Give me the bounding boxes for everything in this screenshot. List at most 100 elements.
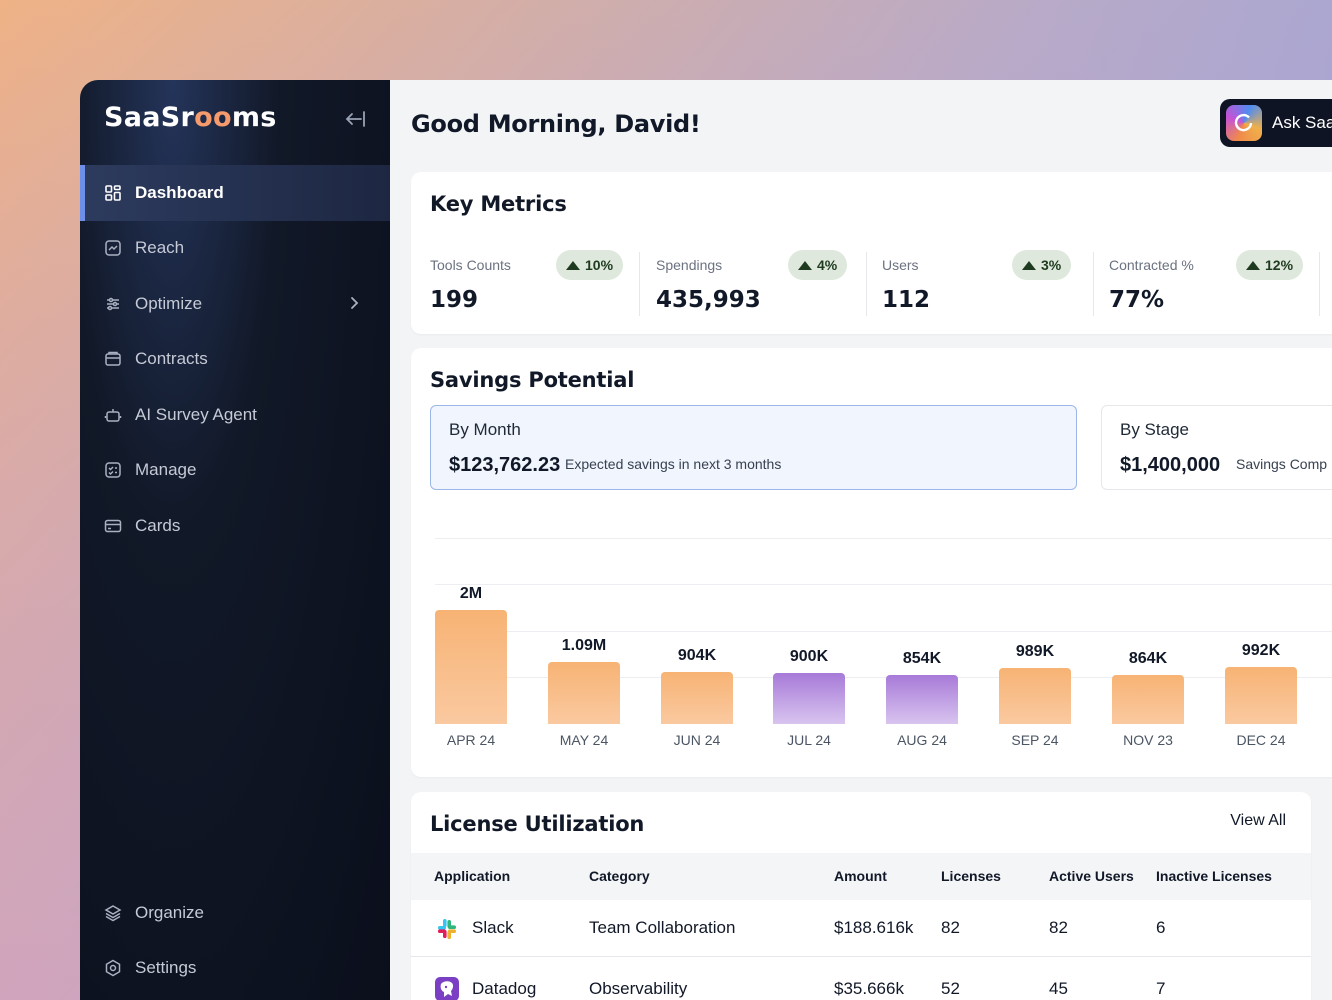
metric-label: Tools Counts xyxy=(430,257,511,273)
chart-bar[interactable] xyxy=(1225,667,1297,724)
folder-icon xyxy=(104,350,122,368)
metric-tools-counts: Tools Counts 199 10% xyxy=(430,247,656,317)
robot-icon xyxy=(104,406,122,424)
chart-bar[interactable] xyxy=(548,662,620,724)
savings-box-title: By Month xyxy=(449,420,521,439)
chart-bar[interactable] xyxy=(661,672,733,724)
slack-icon xyxy=(434,916,460,942)
arrow-up-icon xyxy=(1246,260,1260,270)
sidebar-item-ai-survey-agent[interactable]: AI Survey Agent xyxy=(80,387,390,443)
column-header[interactable]: Application xyxy=(434,868,511,884)
amount-cell: $188.616k xyxy=(834,918,914,937)
metric-contracted: Contracted % 77% 12% xyxy=(1109,247,1332,317)
arrow-up-icon xyxy=(566,260,580,270)
sidebar-item-settings[interactable]: Settings xyxy=(80,941,390,997)
chart-line-icon xyxy=(104,239,122,257)
app-window: SaaSrooms Dashboard Reach Optimize Contr… xyxy=(80,80,1332,1000)
divider xyxy=(866,252,867,316)
column-header[interactable]: Amount xyxy=(834,868,887,884)
change-badge: 4% xyxy=(788,250,848,280)
metric-value: 112 xyxy=(882,287,931,313)
arrow-up-icon xyxy=(798,260,812,270)
change-badge: 12% xyxy=(1236,250,1304,280)
sidebar-item-label: Cards xyxy=(135,515,181,535)
chart-bar[interactable] xyxy=(435,610,507,724)
sidebar-item-label: Dashboard xyxy=(135,182,224,202)
sidebar-item-reach[interactable]: Reach xyxy=(80,221,390,277)
divider xyxy=(1319,252,1320,316)
savings-box-title: By Stage xyxy=(1120,420,1189,439)
sidebar: SaaSrooms Dashboard Reach Optimize Contr… xyxy=(80,80,390,1000)
license-utilization-card: License Utilization View All Application… xyxy=(411,792,1311,1000)
chart-gridline xyxy=(435,631,1332,632)
sidebar-item-optimize[interactable]: Optimize xyxy=(80,276,390,332)
sidebar-item-label: Organize xyxy=(135,902,204,922)
view-all-link[interactable]: View All xyxy=(1230,812,1286,829)
bar-value-label: 992K xyxy=(1241,642,1281,659)
change-value: 10% xyxy=(585,257,614,273)
active-users-cell: 45 xyxy=(1049,979,1068,998)
sidebar-item-organize[interactable]: Organize xyxy=(80,885,390,941)
table-row[interactable]: Datadog Observability $35.666k 52 45 7 xyxy=(411,957,1311,1000)
bar-value-label: 989K xyxy=(1015,643,1055,660)
x-tick-label: SEP 24 xyxy=(1011,732,1059,748)
sidebar-item-dashboard[interactable]: Dashboard xyxy=(80,165,390,221)
savings-potential-card: Savings Potential By Month $123,762.23 E… xyxy=(411,348,1332,777)
bar-value-label: 900K xyxy=(789,648,829,665)
page-title: Good Morning, David! xyxy=(411,110,701,138)
brand-logo[interactable]: SaaSrooms xyxy=(104,102,277,133)
metric-label: Spendings xyxy=(656,257,723,273)
active-users-cell: 82 xyxy=(1049,918,1068,937)
sidebar-item-label: Reach xyxy=(135,238,185,258)
x-tick-label: MAY 24 xyxy=(559,732,609,748)
sidebar-bottom-nav: Organize Settings xyxy=(80,885,390,996)
app-name: Datadog xyxy=(472,979,537,998)
licenses-cell: 82 xyxy=(941,918,960,937)
ask-ai-button[interactable]: Ask Saa xyxy=(1220,99,1332,147)
chart-gridline xyxy=(435,538,1332,539)
metric-value: 199 xyxy=(430,287,479,313)
bar-value-label: 904K xyxy=(677,647,717,664)
sidebar-nav: Dashboard Reach Optimize Contracts AI Su… xyxy=(80,165,390,554)
savings-title: Savings Potential xyxy=(430,368,635,392)
inactive-licenses-cell: 7 xyxy=(1156,979,1166,998)
category-cell: Observability xyxy=(589,979,688,998)
table-row[interactable]: Slack Team Collaboration $188.616k 82 82… xyxy=(411,900,1311,957)
collapse-sidebar-icon[interactable] xyxy=(342,106,368,132)
gear-icon xyxy=(104,959,122,977)
sidebar-item-manage[interactable]: Manage xyxy=(80,443,390,499)
column-header[interactable]: Active Users xyxy=(1049,868,1134,884)
savings-box-desc: Savings Comp xyxy=(1236,456,1328,472)
amount-cell: $35.666k xyxy=(834,979,904,998)
bar-value-label: 1.09M xyxy=(561,637,607,654)
bar-value-label: 854K xyxy=(902,650,942,667)
licenses-cell: 52 xyxy=(941,979,960,998)
metric-label: Users xyxy=(882,257,919,273)
chart-bar[interactable] xyxy=(773,673,845,724)
chart-bar[interactable] xyxy=(1112,675,1184,724)
metric-value: 435,993 xyxy=(656,287,761,313)
column-header[interactable]: Licenses xyxy=(941,868,1001,884)
sidebar-item-contracts[interactable]: Contracts xyxy=(80,332,390,388)
savings-by-month-tab[interactable]: By Month $123,762.23 Expected savings in… xyxy=(430,405,1077,490)
change-badge: 10% xyxy=(556,250,624,280)
table-header: Application Category Amount Licenses Act… xyxy=(411,853,1311,900)
chevron-right-icon xyxy=(346,295,362,311)
chart-gridline xyxy=(435,584,1332,585)
inactive-licenses-cell: 6 xyxy=(1156,918,1166,937)
x-tick-label: JUN 24 xyxy=(673,732,721,748)
metric-value: 77% xyxy=(1109,287,1165,313)
column-header[interactable]: Category xyxy=(589,868,650,884)
savings-by-stage-tab[interactable]: By Stage $1,400,000 Savings Comp xyxy=(1101,405,1332,490)
bar-value-label: 2M xyxy=(459,585,483,602)
sidebar-item-label: Manage xyxy=(135,460,197,480)
sidebar-item-label: Optimize xyxy=(135,293,203,313)
sidebar-item-cards[interactable]: Cards xyxy=(80,498,390,554)
main-content: Good Morning, David! Ask Saa Key Metrics… xyxy=(390,80,1332,1000)
divider xyxy=(1093,252,1094,316)
chart-bar[interactable] xyxy=(999,668,1071,724)
chart-bar[interactable] xyxy=(886,675,958,724)
column-header[interactable]: Inactive Licenses xyxy=(1156,868,1272,884)
app-name: Slack xyxy=(472,918,514,937)
x-tick-label: DEC 24 xyxy=(1236,732,1286,748)
